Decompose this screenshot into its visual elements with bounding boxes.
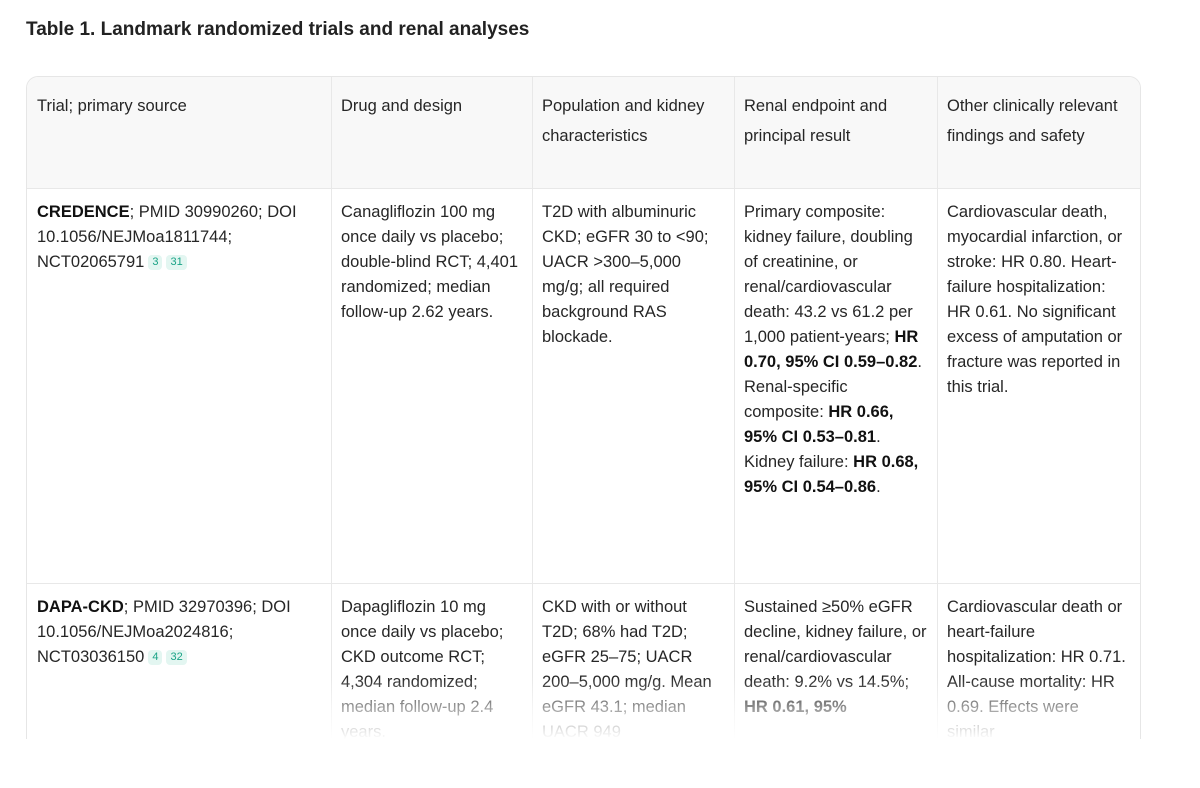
table-row-credence-other: Cardiovascular death, myocardial infarct… xyxy=(947,203,1123,396)
renal-text: Sustained ≥50% eGFR decline, kidney fail… xyxy=(744,598,927,691)
column-divider xyxy=(532,77,533,739)
table-row-dapa-ckd-population: CKD with or without T2D; 68% had T2D; eG… xyxy=(542,598,712,739)
trial-name: CREDENCE xyxy=(37,203,130,221)
table-row-credence-trial: CREDENCE; PMID 30990260; DOI 10.1056/NEJ… xyxy=(27,200,327,275)
renal-text: . Kidney failure: xyxy=(744,428,881,471)
row-divider xyxy=(27,188,1140,189)
renal-hazard-ratio: HR 0.66, 95% CI 0.53–0.81 xyxy=(744,403,894,446)
table-row-dapa-ckd-design: Dapagliflozin 10 mg once daily vs placeb… xyxy=(341,598,504,739)
table-row-credence-design: Canagliflozin 100 mg once daily vs place… xyxy=(341,203,519,321)
reference-badge[interactable]: 3 xyxy=(148,255,163,270)
reference-badge[interactable]: 32 xyxy=(166,650,187,665)
table-caption: Table 1. Landmark randomized trials and … xyxy=(26,19,530,40)
renal-text: Primary composite: kidney failure, doubl… xyxy=(744,203,913,346)
table-row-dapa-ckd-other: Cardiovascular death or heart-failure ho… xyxy=(947,598,1126,739)
renal-text: . xyxy=(876,478,881,496)
trials-table: Trial; primary source Drug and design Po… xyxy=(26,76,1141,739)
table-row-credence-population: T2D with albuminuric CKD; eGFR 30 to <90… xyxy=(542,203,709,346)
column-header-other: Other clinically relevant findings and s… xyxy=(947,97,1118,145)
column-header-renal: Renal endpoint and principal result xyxy=(744,97,888,145)
renal-text: . Renal-specific composite: xyxy=(744,353,922,421)
column-divider xyxy=(937,77,938,739)
table-row-credence-renal: Primary composite: kidney failure, doubl… xyxy=(734,200,937,500)
column-header-trial: Trial; primary source xyxy=(37,97,187,115)
table-row-dapa-ckd-renal: Sustained ≥50% eGFR decline, kidney fail… xyxy=(734,595,937,720)
renal-hazard-ratio: HR 0.61, 95% xyxy=(744,698,847,716)
trial-name: DAPA-CKD xyxy=(37,598,124,616)
column-header-population: Population and kidney characteristics xyxy=(542,97,705,145)
reference-badge[interactable]: 4 xyxy=(148,650,163,665)
table-header-background xyxy=(27,77,1140,188)
column-header-design: Drug and design xyxy=(341,97,463,115)
column-divider xyxy=(734,77,735,739)
row-divider xyxy=(27,583,1140,584)
trial-source: ; PMID 30990260; DOI 10.1056/NEJMoa18117… xyxy=(37,203,297,271)
table-row-dapa-ckd-trial: DAPA-CKD; PMID 32970396; DOI 10.1056/NEJ… xyxy=(27,595,327,670)
renal-hazard-ratio: HR 0.70, 95% CI 0.59–0.82 xyxy=(744,328,919,371)
trial-source: ; PMID 32970396; DOI 10.1056/NEJMoa20248… xyxy=(37,598,291,666)
reference-badge[interactable]: 31 xyxy=(166,255,187,270)
renal-hazard-ratio: HR 0.68, 95% CI 0.54–0.86 xyxy=(744,453,919,496)
column-divider xyxy=(331,77,332,739)
